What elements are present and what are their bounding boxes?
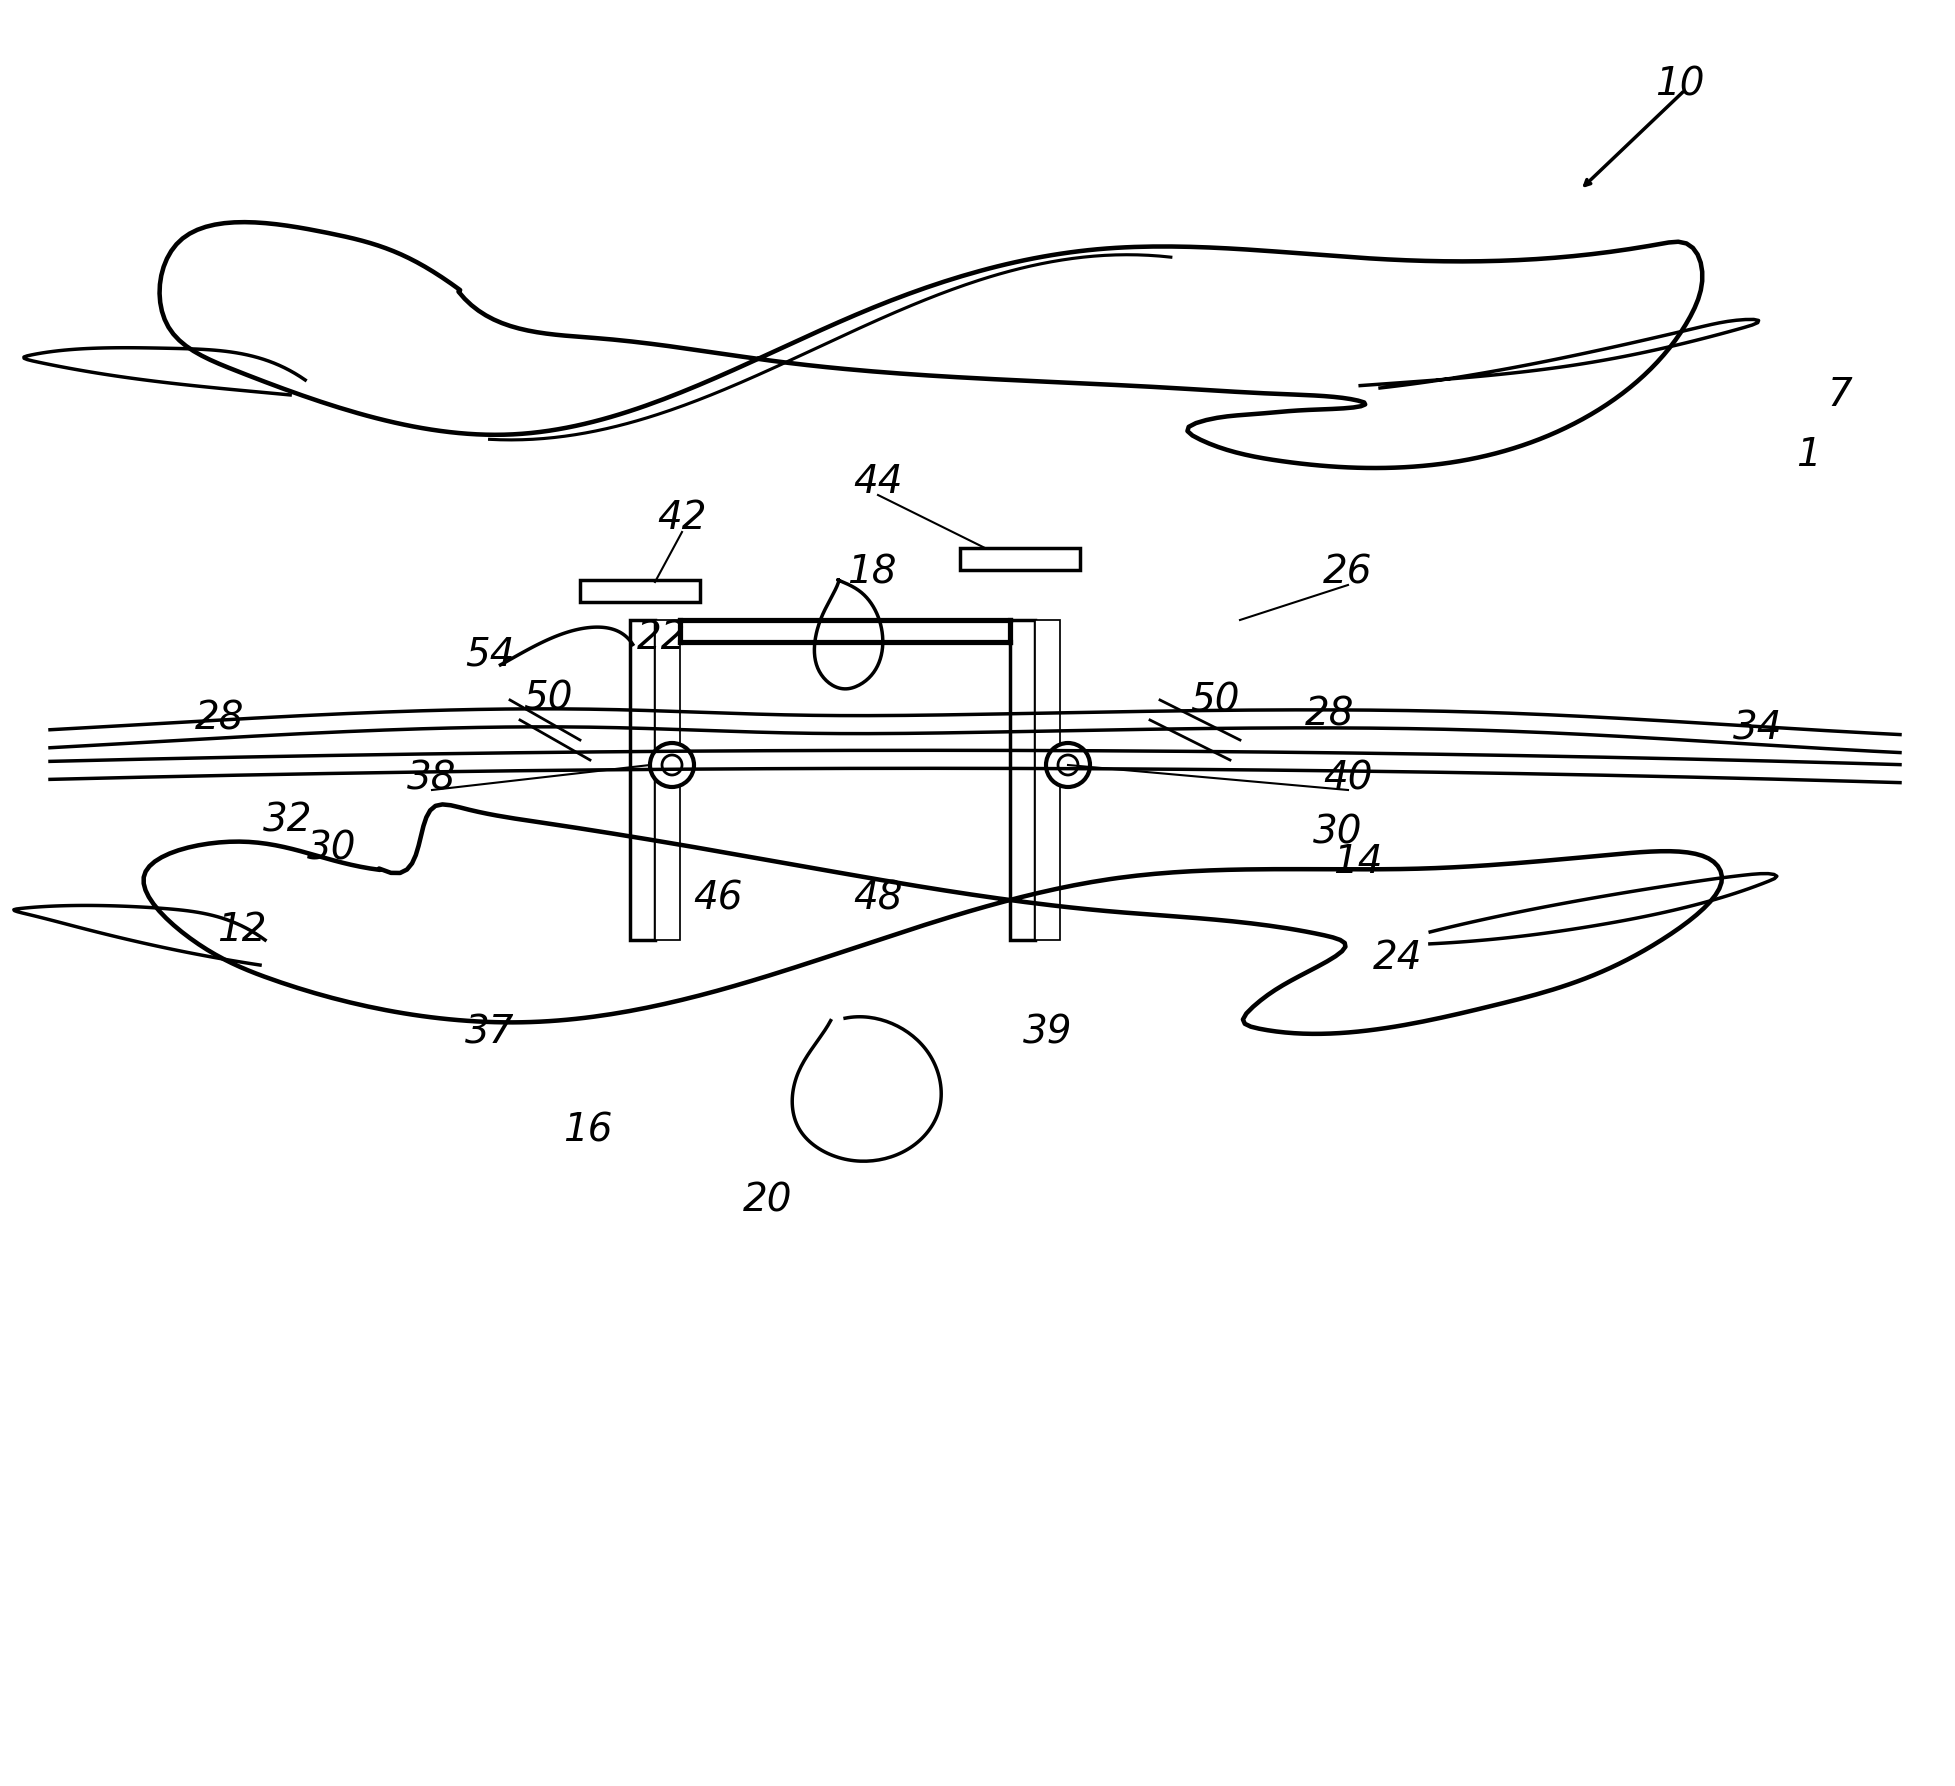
Bar — [1009, 620, 1034, 939]
Text: 28: 28 — [1304, 697, 1355, 734]
Text: 14: 14 — [1333, 843, 1382, 880]
Text: 28: 28 — [196, 698, 244, 738]
Text: 40: 40 — [1324, 759, 1372, 797]
Text: 30: 30 — [307, 829, 356, 866]
Text: 54: 54 — [465, 636, 514, 673]
Text: 46: 46 — [692, 879, 743, 916]
Bar — [655, 620, 680, 939]
Text: 18: 18 — [847, 554, 895, 591]
Text: 42: 42 — [657, 498, 706, 538]
Bar — [1034, 620, 1060, 939]
Text: 1: 1 — [1795, 436, 1820, 473]
Text: 7: 7 — [1826, 377, 1851, 414]
Text: 24: 24 — [1372, 939, 1421, 977]
Text: 44: 44 — [852, 463, 903, 502]
Text: 50: 50 — [1191, 680, 1239, 720]
Text: 22: 22 — [637, 620, 686, 657]
Text: 16: 16 — [563, 1111, 612, 1148]
Text: 50: 50 — [524, 679, 573, 716]
Text: 30: 30 — [1312, 813, 1363, 850]
Text: 10: 10 — [1654, 66, 1705, 104]
Text: 12: 12 — [217, 911, 266, 948]
Text: 26: 26 — [1324, 554, 1372, 591]
Text: 32: 32 — [264, 800, 313, 839]
Text: 39: 39 — [1022, 1013, 1071, 1050]
Text: 37: 37 — [465, 1013, 514, 1050]
Bar — [630, 620, 655, 939]
Bar — [581, 580, 700, 602]
Circle shape — [661, 755, 682, 775]
Text: 38: 38 — [407, 759, 457, 797]
Bar — [960, 548, 1079, 570]
Circle shape — [649, 743, 694, 788]
Text: 48: 48 — [852, 879, 903, 916]
Circle shape — [1058, 755, 1077, 775]
Text: 34: 34 — [1732, 709, 1781, 747]
Circle shape — [1046, 743, 1089, 788]
Text: 20: 20 — [743, 1181, 792, 1220]
